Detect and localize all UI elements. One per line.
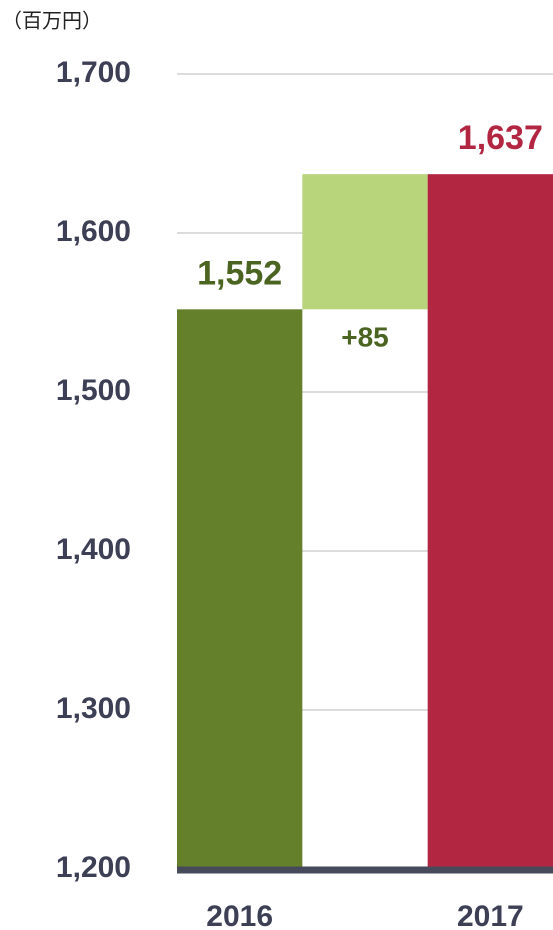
y-tick-label: 1,200 <box>56 851 131 884</box>
value-label: 1,637 <box>458 119 543 157</box>
bar <box>177 309 303 869</box>
y-tick-label: 1,700 <box>56 56 131 89</box>
bar <box>302 174 428 310</box>
y-tick-label: 1,500 <box>56 374 131 407</box>
x-tick-label: 2016 <box>206 900 273 930</box>
value-label: 1,552 <box>197 254 282 292</box>
unit-label: （百万円） <box>2 9 102 32</box>
y-tick-label: 1,300 <box>56 692 131 725</box>
x-tick-label: 2017 <box>457 900 524 930</box>
y-tick-label: 1,400 <box>56 533 131 566</box>
y-tick-label: 1,600 <box>56 215 131 248</box>
bar <box>427 174 553 870</box>
value-label: +85 <box>341 322 389 353</box>
